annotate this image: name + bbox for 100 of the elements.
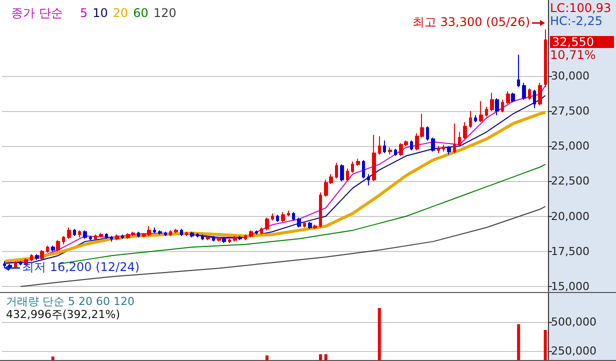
candlestick <box>94 234 97 241</box>
annotation: 432,996주(392,21%) <box>6 308 120 321</box>
candlestick <box>244 234 247 241</box>
candlestick <box>319 192 322 228</box>
candlestick <box>222 236 226 244</box>
text: 32,550 <box>552 35 594 49</box>
legend-title: 종가 단순 <box>11 6 63 20</box>
y-tick-label: 27,500 <box>551 104 590 118</box>
candlestick <box>185 231 188 236</box>
candlestick <box>110 235 113 242</box>
candlestick <box>56 240 60 252</box>
candlestick <box>313 224 317 230</box>
candlestick <box>153 227 156 234</box>
candlestick <box>255 230 258 236</box>
candlestick <box>431 137 435 152</box>
candlestick <box>14 260 17 269</box>
candlestick <box>169 230 172 236</box>
candlestick <box>533 89 536 109</box>
candlestick <box>115 234 119 241</box>
annotation: 최저 16,200 (12/24) <box>22 260 140 274</box>
candlestick <box>303 221 306 228</box>
candlestick <box>378 136 381 155</box>
candlestick <box>495 98 499 116</box>
candlestick <box>511 92 515 104</box>
candlestick <box>78 230 81 238</box>
candlestick <box>297 217 301 228</box>
candlestick <box>335 162 338 179</box>
candlestick <box>89 235 92 241</box>
candlestick <box>506 90 510 104</box>
candlestick <box>538 82 542 106</box>
candlestick <box>351 161 354 174</box>
candlestick <box>67 227 71 240</box>
candlestick <box>206 235 210 241</box>
candlestick <box>265 217 269 231</box>
annotation: 거래량 단순 5 20 60 120 <box>6 295 134 308</box>
candlestick <box>46 245 49 254</box>
candlestick <box>19 260 22 266</box>
candlestick <box>40 249 44 260</box>
text: HC:-2,25 <box>550 14 602 28</box>
candlestick <box>180 228 183 236</box>
candlestick <box>517 54 520 88</box>
text: 20 <box>112 6 128 20</box>
candlestick <box>99 232 103 238</box>
candlestick <box>249 230 253 238</box>
candlestick <box>463 122 467 140</box>
y-tick-label: 17,500 <box>551 244 590 258</box>
candlestick <box>522 82 526 100</box>
candlestick <box>346 168 349 182</box>
candlestick <box>458 132 461 147</box>
y-tick-label: 30,000 <box>551 69 590 82</box>
candlestick <box>35 254 39 260</box>
text: 60 <box>133 6 148 20</box>
candlestick <box>174 228 178 234</box>
candlestick <box>212 235 215 242</box>
candlestick <box>196 232 199 238</box>
candlestick <box>308 221 312 230</box>
candlestick <box>164 231 167 236</box>
candlestick <box>426 126 429 141</box>
candlestick <box>544 28 547 88</box>
candlestick <box>276 214 279 222</box>
candlestick <box>394 148 397 156</box>
y-tick-label: 15,000 <box>551 280 590 293</box>
candlestick <box>217 236 221 242</box>
candlestick <box>105 232 108 240</box>
candlestick <box>453 123 456 154</box>
candlestick <box>260 227 263 236</box>
candlestick <box>447 146 451 155</box>
text: 10,71% <box>550 48 596 62</box>
candlestick <box>8 264 12 270</box>
candlestick <box>201 234 204 241</box>
candlestick <box>388 146 392 155</box>
y-tick-label: 500,000 <box>551 315 596 328</box>
text: 120 <box>153 6 176 20</box>
y-tick-label: 20,000 <box>551 210 590 223</box>
y-tick-label: 250,000 <box>551 344 596 358</box>
candlestick <box>238 235 242 241</box>
candlestick <box>292 212 295 221</box>
candlestick <box>228 238 231 244</box>
candlestick <box>287 210 290 217</box>
candlestick <box>490 92 494 112</box>
candlestick <box>367 174 370 186</box>
candlestick <box>372 134 376 182</box>
candlestick <box>485 106 488 118</box>
candlestick <box>121 234 124 240</box>
y-tick-label: 25,000 <box>551 140 590 153</box>
candlestick <box>474 114 477 123</box>
candlestick <box>190 231 194 238</box>
candlestick <box>469 110 472 128</box>
line-series <box>20 206 546 287</box>
candlestick <box>479 100 483 123</box>
candlestick <box>137 231 140 238</box>
candlestick <box>528 88 531 100</box>
candlestick <box>158 230 162 236</box>
candlestick <box>83 230 87 240</box>
candlestick <box>73 228 76 236</box>
candlestick <box>437 146 440 154</box>
annotation: 최고 33,300 (05/26) <box>412 15 530 29</box>
y-tick-label: 22,500 <box>551 174 590 188</box>
candlestick <box>356 158 360 166</box>
text: LC:100,93 <box>550 1 612 15</box>
